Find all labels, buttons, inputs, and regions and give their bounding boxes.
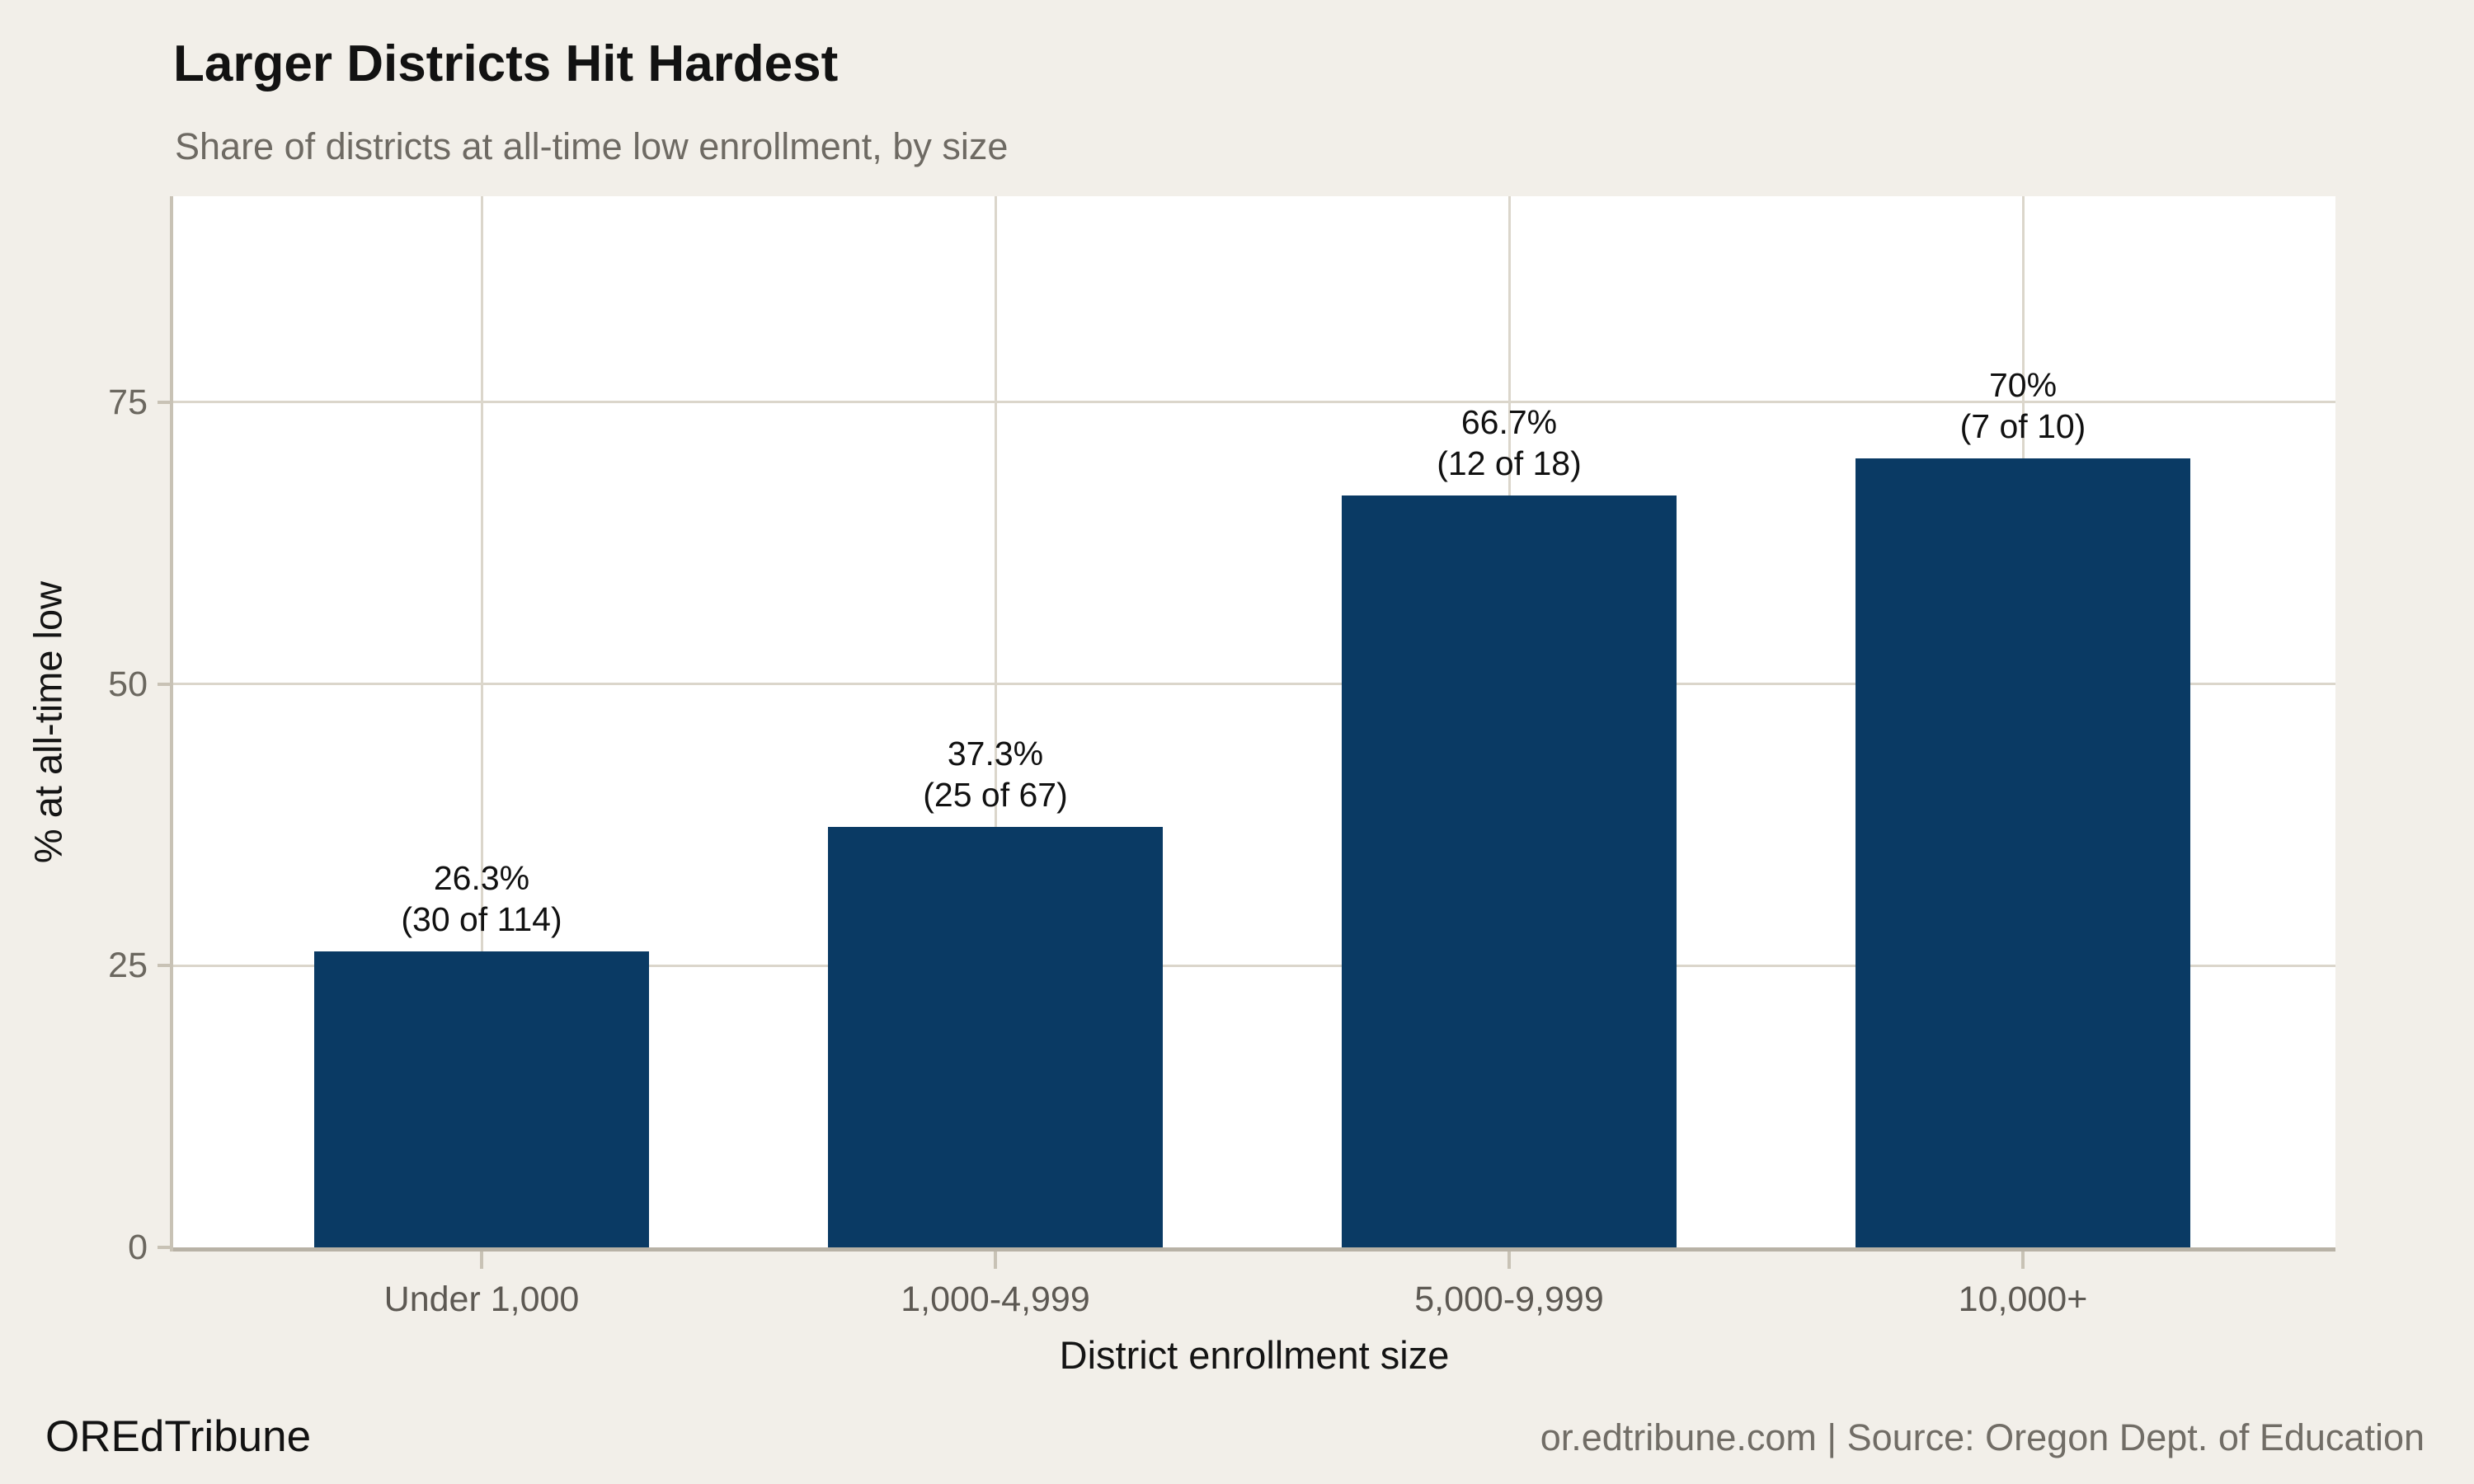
bar-percent-label: 37.3% [947, 735, 1044, 773]
y-axis-tick-label: 0 [128, 1228, 148, 1267]
x-axis-tick [1507, 1252, 1511, 1269]
x-axis-tick [2021, 1252, 2025, 1269]
horizontal-gridline [173, 401, 2335, 404]
x-axis-tick [994, 1252, 997, 1269]
footer-source-credit: or.edtribune.com | Source: Oregon Dept. … [1540, 1416, 2425, 1458]
x-axis-title: District enrollment size [1059, 1333, 1450, 1377]
footer-brand: OREdTribune [45, 1412, 312, 1461]
bar-value-label: 66.7% (12 of 18) [1262, 402, 1757, 484]
chart-subtitle: Share of districts at all-time low enrol… [175, 125, 1009, 167]
bar-count-label: (25 of 67) [923, 776, 1068, 815]
y-axis-tick-label: 75 [108, 382, 148, 422]
vertical-gridline [994, 196, 997, 1247]
x-axis-category-label: 5,000-9,999 [1414, 1280, 1604, 1319]
y-axis-line [170, 196, 173, 1252]
bar [314, 951, 649, 1247]
bar [828, 827, 1163, 1247]
chart-title: Larger Districts Hit Hardest [173, 35, 839, 92]
bar [1856, 458, 2190, 1247]
x-axis-tick [480, 1252, 483, 1269]
y-axis-tick-label: 25 [108, 946, 148, 986]
plot-area: 26.3% (30 of 114) 37.3% (25 of 67) 66.7% (12 … [173, 196, 2335, 1252]
bar-percent-label: 26.3% [433, 858, 530, 897]
bar-count-label: (7 of 10) [1959, 407, 2086, 446]
x-axis-category-label: 10,000+ [1958, 1280, 2088, 1319]
vertical-gridline [480, 196, 483, 1247]
y-axis-tick-label: 50 [108, 664, 148, 704]
bar-value-label: 26.3% (30 of 114) [234, 857, 729, 940]
bar-value-label: 37.3% (25 of 67) [748, 733, 1243, 815]
x-axis-category-label: Under 1,000 [383, 1280, 580, 1319]
bar-value-label: 70% (7 of 10) [1776, 364, 2270, 447]
horizontal-gridline [173, 964, 2335, 967]
y-axis-tick [158, 400, 173, 404]
bar-count-label: (30 of 114) [401, 899, 562, 938]
bar [1342, 495, 1677, 1247]
bar-percent-label: 66.7% [1460, 403, 1558, 442]
x-axis-category-label: 1,000-4,999 [901, 1280, 1090, 1319]
y-axis-tick [158, 964, 173, 968]
horizontal-gridline [173, 683, 2335, 686]
y-axis-title: % at all-time low [26, 580, 70, 864]
bar-percent-label: 70% [1988, 366, 2058, 405]
y-axis-tick [158, 1246, 173, 1249]
y-axis-tick [158, 682, 173, 686]
bar-count-label: (12 of 18) [1437, 444, 1582, 483]
